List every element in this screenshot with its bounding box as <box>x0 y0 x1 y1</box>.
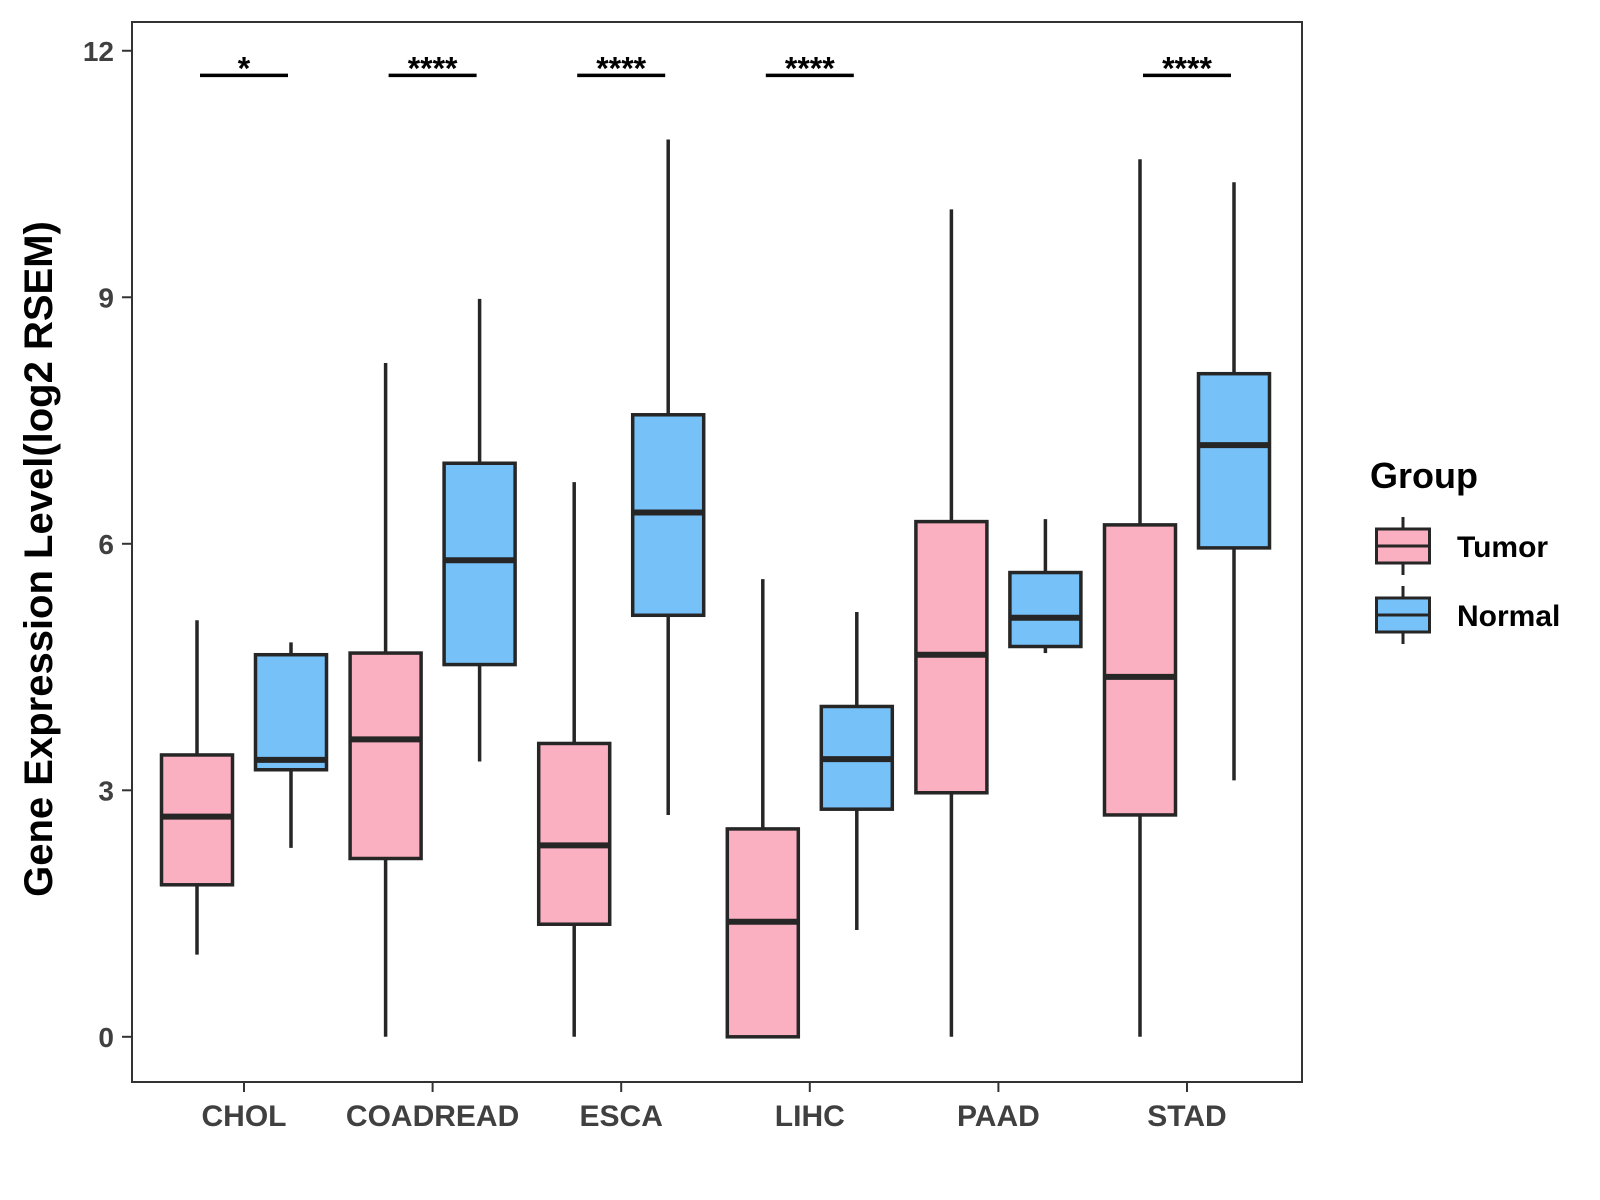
box-stad-tumor <box>1102 523 1178 817</box>
box-chol-tumor <box>159 753 235 887</box>
boxplot-esca-normal <box>630 139 706 815</box>
box-stad-normal <box>1196 371 1272 550</box>
x-axis: CHOL COADREAD ESCA LIHC PAAD STAD <box>202 1082 1227 1133</box>
y-axis-title: Gene Expression Level(log2 RSEM) <box>17 221 61 897</box>
legend-entries: Tumor Normal <box>1375 517 1560 644</box>
boxes-layer <box>159 139 1272 1039</box>
boxplot-coadread-tumor <box>348 363 423 1037</box>
significance-label-chol: * <box>238 50 251 86</box>
legend: Group Tumor Normal <box>1370 455 1560 644</box>
x-tick-label-coadread: COADREAD <box>346 1100 519 1133</box>
y-tick-label-3: 3 <box>98 775 114 806</box>
x-tick-label-paad: PAAD <box>957 1100 1040 1133</box>
box-lihc-tumor <box>725 827 801 1039</box>
x-tick-label-esca: ESCA <box>580 1100 663 1133</box>
significance-label-esca: **** <box>596 50 646 86</box>
y-axis: 0 3 6 9 12 <box>83 36 132 1053</box>
boxplot-chol-normal <box>253 642 329 848</box>
boxplot-lihc-tumor <box>725 579 801 1039</box>
legend-label-normal: Normal <box>1457 600 1560 633</box>
y-tick-label-9: 9 <box>98 282 114 313</box>
x-tick-label-stad: STAD <box>1147 1100 1226 1133</box>
box-esca-tumor <box>536 741 612 926</box>
box-coadread-normal <box>442 461 517 667</box>
y-tick-label-12: 12 <box>83 36 114 67</box>
boxplot-stad-tumor <box>1102 159 1178 1037</box>
boxplot-lihc-normal <box>819 611 895 930</box>
significance-label-coadread: **** <box>408 50 458 86</box>
y-tick-label-6: 6 <box>98 529 114 560</box>
boxplot-paad-tumor <box>914 209 989 1037</box>
boxplot-chol-tumor <box>159 620 235 955</box>
y-tick-label-0: 0 <box>98 1022 114 1053</box>
box-chol-normal <box>253 652 329 772</box>
boxplot-coadread-normal <box>442 298 517 762</box>
x-tick-label-lihc: LIHC <box>775 1100 845 1133</box>
legend-label-tumor: Tumor <box>1457 531 1548 564</box>
legend-title: Group <box>1370 455 1478 496</box>
significance-label-stad: **** <box>1162 50 1212 86</box>
box-paad-normal <box>1008 570 1083 649</box>
legend-entry-normal: Normal <box>1375 586 1560 644</box>
x-tick-label-chol: CHOL <box>202 1100 287 1133</box>
plot-panel-border <box>131 21 1303 1083</box>
boxplot-esca-tumor <box>536 482 612 1037</box>
boxplot-paad-normal <box>1008 519 1083 654</box>
significance-label-lihc: **** <box>785 50 835 86</box>
legend-entry-tumor: Tumor <box>1375 517 1548 575</box>
boxplot-stad-normal <box>1196 182 1272 781</box>
box-coadread-tumor <box>348 651 423 861</box>
significance-layer: * **** **** **** **** <box>200 50 1231 86</box>
